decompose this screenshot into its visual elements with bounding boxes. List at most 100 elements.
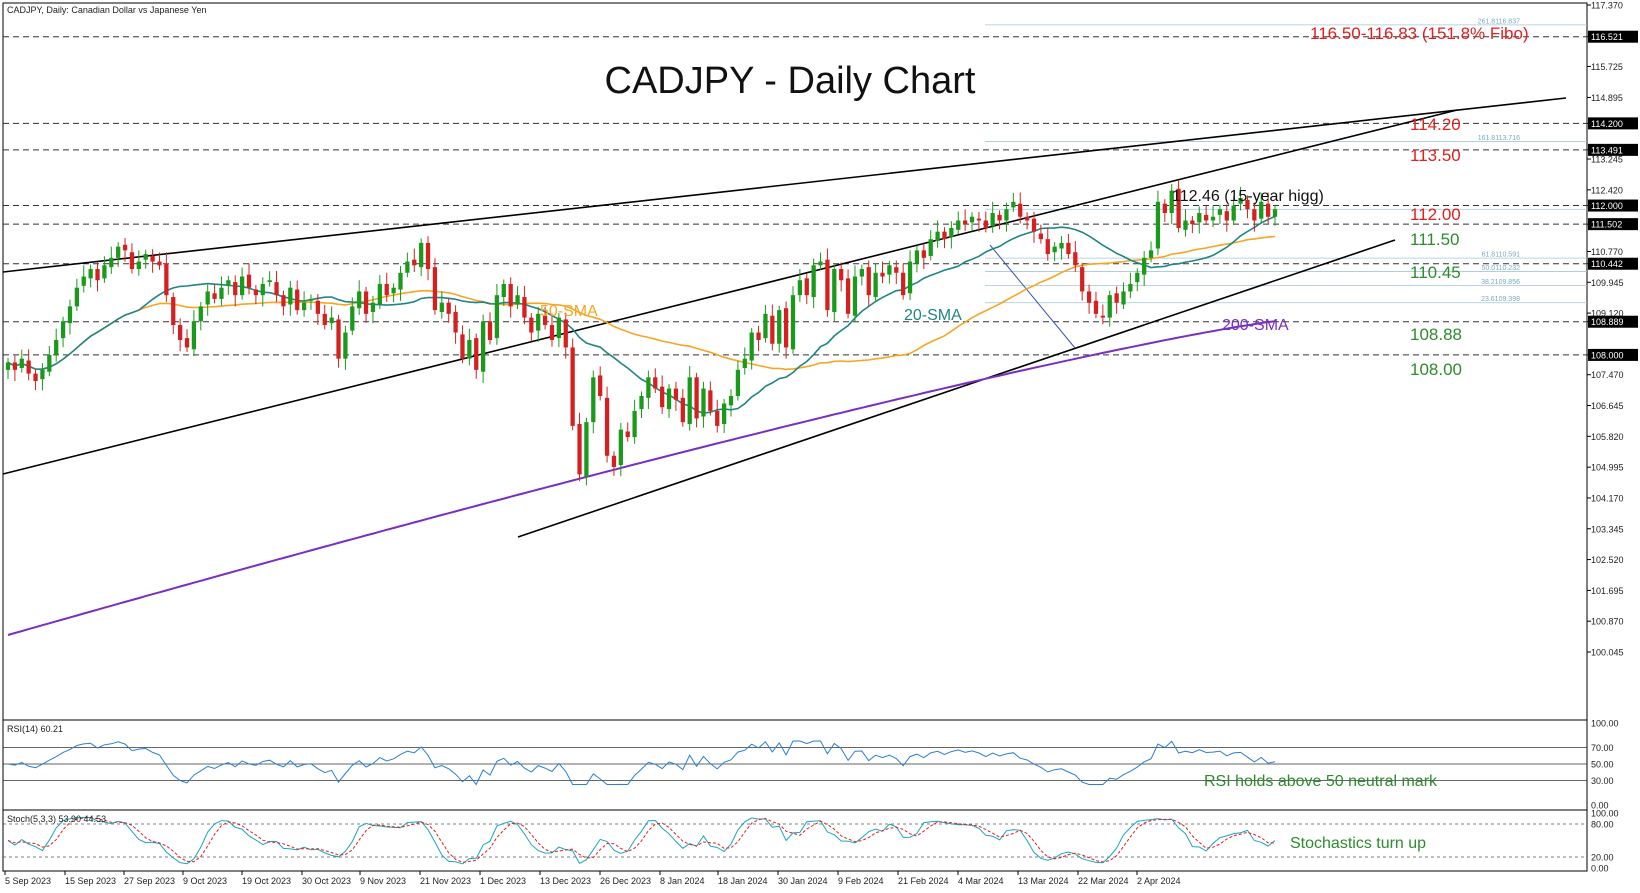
candle-body [536,313,541,331]
candle-body [1066,242,1071,255]
candle-body [487,321,493,340]
candle-body [129,252,135,270]
candle-body [542,315,548,326]
x-tick-label: 22 Mar 2024 [1078,876,1129,886]
candle-body [880,272,885,277]
sr-label-114-20: 114.20 [1410,115,1461,134]
candle-body [116,246,121,258]
candle-body [1018,203,1023,217]
candle-body [363,291,369,314]
stoch-k-line [7,816,1276,865]
candle-body [494,295,500,339]
sr-label-112-00: 112.00 [1410,205,1461,224]
candle-body [1004,209,1009,221]
candle-body [329,317,334,324]
candle-body [295,289,300,311]
sma20-annotation: 20-SMA [904,307,962,324]
candle-body [171,297,176,326]
y-tick-highlight [1588,199,1638,212]
x-tick-label: 30 Oct 2023 [302,876,351,886]
candle-body [1245,199,1250,210]
candle-body [205,291,210,305]
x-tick-label: 27 Sep 2023 [124,876,175,886]
candle-body [480,321,486,372]
candle-body [95,269,100,281]
candle-body [1148,250,1154,258]
candle-body [47,354,52,372]
candle-body [1073,252,1078,266]
x-tick-label: 9 Oct 2023 [183,876,227,886]
y-tick-label: 103.345 [1591,524,1624,534]
candle-body [935,231,940,242]
candle-body [1252,209,1257,221]
instrument-info: CADJPY, Daily: Canadian Dollar vs Japane… [7,5,206,15]
y-tick-highlight [1588,218,1638,231]
rsi-tick-label: 0.00 [1591,801,1609,811]
candle-body [811,265,816,298]
fibonacci-levels: 261.8116.837 161.8113.716 61.8110.591 50.01… [985,18,1587,303]
candle-body [60,321,66,339]
candle-body [157,261,162,266]
y-tick-label: 108.889 [1591,317,1624,327]
candle-body [274,282,279,296]
y-tick-label: 104.995 [1591,463,1624,473]
candle-body [1135,272,1140,283]
y-tick-label: 100.045 [1591,648,1624,658]
x-tick-label: 13 Mar 2024 [1018,876,1069,886]
sma50-line [7,235,1276,371]
y-tick-highlight [1588,30,1638,43]
candle-body [1183,220,1188,230]
sr-label-110-45: 110.45 [1410,263,1461,282]
candle-body [384,283,389,296]
candle-body [350,306,355,331]
candle-body [405,261,410,273]
fib-label: 161.8113.716 [1478,135,1520,142]
stoch-tick-label: 100.00 [1591,809,1619,819]
candle-body [1155,201,1161,249]
candle-body [267,280,272,283]
candle-body [281,295,286,307]
candle-body [742,358,747,368]
candle-body [680,397,685,423]
candle-body [914,250,920,264]
candle-body [143,254,148,260]
sr-label-108-88: 108.88 [1410,325,1462,344]
candlesticks [5,179,1278,486]
candle-body [790,295,796,350]
mid-channel-line [2,109,1458,475]
y-tick-label: 109.945 [1591,278,1624,288]
sr-label-111-50: 111.50 [1410,230,1459,249]
candle-body [122,244,128,251]
y-tick-highlight [1588,143,1638,156]
candle-body [715,410,720,426]
candle-body [109,257,114,268]
candle-body [184,338,190,348]
candle-body [687,377,692,425]
candle-body [1045,239,1050,255]
x-tick-label: 21 Nov 2023 [420,876,471,886]
lower-channel-line [517,239,1396,538]
y-tick-label: 100.870 [1591,617,1624,627]
candle-body [728,396,734,406]
candle-body [54,339,59,355]
candle-body [577,424,582,475]
candle-body [591,377,596,423]
candle-body [233,282,238,296]
candle-body [701,388,706,417]
candle-body [460,334,465,359]
candle-body [894,267,899,273]
y-tick-label: 114.895 [1591,93,1623,103]
candle-body [763,313,768,339]
candle-body [1210,216,1216,221]
candle-body [673,388,679,400]
candle-body [439,302,444,312]
candle-body [956,220,961,230]
candle-body [1059,242,1064,249]
candle-body [942,231,947,240]
y-tick-label: 113.491 [1591,145,1623,155]
candle-body [253,289,259,296]
candle-body [226,280,231,286]
candle-body [818,261,823,266]
candle-body [453,311,458,333]
